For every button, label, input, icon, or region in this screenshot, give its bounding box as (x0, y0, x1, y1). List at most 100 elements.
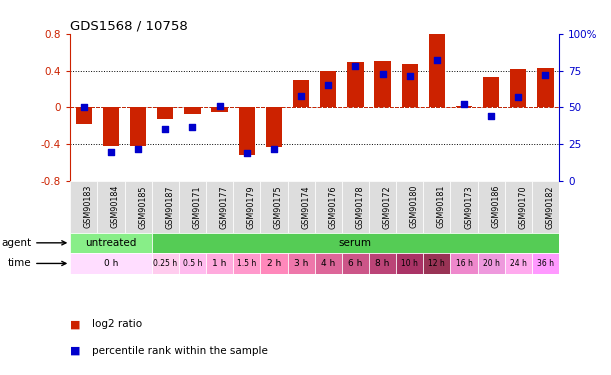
Text: 24 h: 24 h (510, 259, 527, 268)
Text: 1 h: 1 h (213, 259, 227, 268)
Bar (320, 70, 337, 107)
Bar (260, 253, 288, 274)
Text: 10 h: 10 h (401, 259, 418, 268)
Text: GSM90178: GSM90178 (356, 185, 364, 229)
Point (161, 126, 170, 132)
Bar (450, 181, 478, 232)
Bar (315, 253, 342, 274)
Bar (260, 181, 288, 232)
Text: agent: agent (1, 238, 66, 248)
Bar (152, 232, 559, 253)
Text: 4 h: 4 h (321, 259, 335, 268)
Bar (510, 69, 527, 107)
Point (269, 146, 279, 152)
Text: ■: ■ (70, 320, 81, 329)
Bar (483, 77, 499, 107)
Bar (293, 80, 309, 107)
Bar (288, 181, 315, 232)
Text: GSM90180: GSM90180 (410, 185, 419, 228)
Bar (157, 107, 174, 119)
Bar (152, 181, 179, 232)
Text: ■: ■ (70, 346, 81, 355)
Bar (369, 181, 396, 232)
Bar (76, 107, 92, 124)
Bar (478, 253, 505, 274)
Bar (347, 62, 364, 107)
Text: GSM90172: GSM90172 (382, 185, 392, 229)
Text: 0.25 h: 0.25 h (153, 259, 177, 268)
Text: GSM90177: GSM90177 (219, 185, 229, 229)
Text: percentile rank within the sample: percentile rank within the sample (92, 346, 268, 355)
Text: GSM90174: GSM90174 (301, 185, 310, 229)
Bar (206, 253, 233, 274)
Text: 36 h: 36 h (537, 259, 554, 268)
Text: time: time (7, 258, 66, 268)
Bar (70, 232, 152, 253)
Bar (450, 253, 478, 274)
Bar (532, 253, 559, 274)
Bar (396, 181, 423, 232)
Text: 8 h: 8 h (375, 259, 390, 268)
Bar (369, 253, 396, 274)
Bar (423, 253, 450, 274)
Point (486, 113, 496, 119)
Text: GSM90183: GSM90183 (84, 185, 93, 228)
Bar (478, 181, 505, 232)
Bar (456, 105, 472, 107)
Bar (537, 68, 554, 107)
Point (214, 103, 224, 109)
Point (242, 150, 252, 156)
Bar (342, 253, 369, 274)
Text: GSM90170: GSM90170 (518, 185, 527, 229)
Bar (130, 107, 146, 146)
Bar (266, 107, 282, 147)
Bar (429, 34, 445, 107)
Text: GSM90173: GSM90173 (464, 185, 473, 229)
Text: 20 h: 20 h (483, 259, 500, 268)
Bar (152, 253, 179, 274)
Text: 16 h: 16 h (456, 259, 472, 268)
Bar (70, 253, 152, 274)
Bar (239, 107, 255, 155)
Text: 0 h: 0 h (104, 259, 118, 268)
Text: 1.5 h: 1.5 h (237, 259, 257, 268)
Point (323, 82, 333, 88)
Text: GDS1568 / 10758: GDS1568 / 10758 (70, 20, 188, 33)
Text: GSM90187: GSM90187 (166, 185, 174, 229)
Point (106, 148, 116, 154)
Text: 12 h: 12 h (428, 259, 445, 268)
Point (459, 101, 469, 107)
Bar (401, 64, 418, 107)
Bar (211, 107, 228, 112)
Bar (125, 181, 152, 232)
Text: GSM90181: GSM90181 (437, 185, 446, 228)
Text: GSM90184: GSM90184 (111, 185, 120, 228)
Text: 6 h: 6 h (348, 259, 362, 268)
Bar (179, 181, 206, 232)
Bar (288, 253, 315, 274)
Bar (233, 181, 260, 232)
Text: GSM90175: GSM90175 (274, 185, 283, 229)
Point (133, 146, 143, 152)
Bar (179, 253, 206, 274)
Point (432, 57, 442, 63)
Text: serum: serum (339, 238, 372, 248)
Text: GSM90176: GSM90176 (328, 185, 337, 229)
Text: GSM90171: GSM90171 (192, 185, 202, 229)
Text: 2 h: 2 h (267, 259, 281, 268)
Point (296, 93, 306, 99)
Point (351, 63, 360, 69)
Bar (505, 181, 532, 232)
Bar (185, 107, 200, 114)
Bar (375, 62, 390, 107)
Bar (396, 253, 423, 274)
Text: untreated: untreated (86, 238, 137, 248)
Text: GSM90186: GSM90186 (491, 185, 500, 228)
Bar (103, 107, 119, 146)
Point (79, 104, 89, 110)
Point (188, 123, 197, 129)
Bar (423, 181, 450, 232)
Bar (206, 181, 233, 232)
Point (513, 94, 523, 100)
Bar (97, 181, 125, 232)
